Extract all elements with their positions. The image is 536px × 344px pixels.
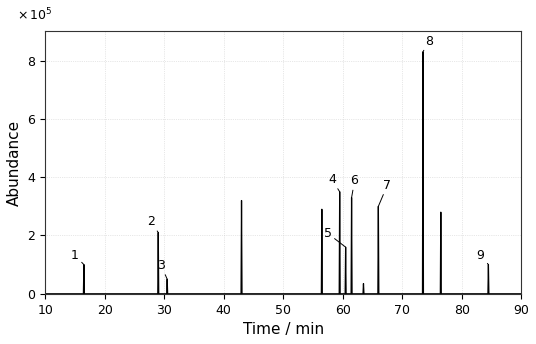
Text: 4: 4 [328,173,340,192]
Text: 1: 1 [71,249,84,265]
Text: 3: 3 [157,259,167,279]
Text: 8: 8 [423,34,433,52]
Text: 6: 6 [351,174,359,197]
Text: 7: 7 [378,179,391,206]
X-axis label: Time / min: Time / min [243,322,324,337]
Text: 5: 5 [324,227,346,247]
Y-axis label: Abundance: Abundance [7,120,22,206]
Text: 2: 2 [147,215,158,233]
Text: $\times\,10^5$: $\times\,10^5$ [17,7,52,24]
Text: 9: 9 [477,249,488,265]
